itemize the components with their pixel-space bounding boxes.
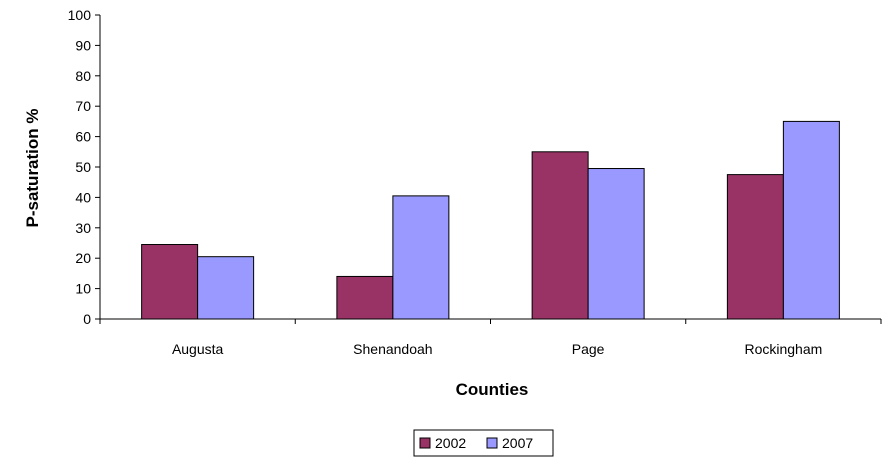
x-tick-label: Augusta	[172, 341, 224, 357]
y-tick-label: 70	[75, 98, 91, 114]
y-tick-label: 60	[75, 129, 91, 145]
bar-2007-rockingham	[782, 120, 840, 320]
y-tick-label: 40	[75, 189, 91, 205]
legend-label-2007: 2007	[502, 435, 533, 451]
bar-2007-augusta	[197, 256, 255, 320]
y-tick-label: 0	[83, 311, 91, 327]
bar-2007-shenandoah	[392, 195, 450, 320]
y-tick-label: 90	[75, 37, 91, 53]
bar-2002-page	[531, 151, 589, 320]
y-tick-label: 10	[75, 281, 91, 297]
legend-box	[413, 429, 554, 457]
legend-label-2002: 2002	[435, 435, 466, 451]
x-tick-label: Shenandoah	[353, 341, 432, 357]
y-tick-label: 30	[75, 220, 91, 236]
x-tick-label: Page	[572, 341, 605, 357]
legend-swatch-2007	[486, 437, 498, 449]
legend-swatch-2002	[419, 437, 431, 449]
x-tick-label: Rockingham	[744, 341, 822, 357]
bars	[141, 120, 840, 320]
bar-2002-augusta	[141, 244, 199, 320]
y-axis-ticks: 0 10 20 30 40 50 60 70 80 90 100	[68, 7, 100, 327]
y-tick-label: 50	[75, 159, 91, 175]
legend: 2002 2007	[413, 429, 554, 457]
y-tick-label: 20	[75, 250, 91, 266]
bar-2007-page	[587, 168, 645, 320]
x-axis-title: Counties	[456, 380, 529, 399]
bar-2002-rockingham	[726, 174, 784, 320]
y-axis-title: P-saturation %	[23, 108, 42, 227]
y-tick-label: 100	[68, 7, 92, 23]
y-tick-label: 80	[75, 68, 91, 84]
bar-2002-shenandoah	[336, 275, 394, 320]
x-axis-ticks: Augusta Shenandoah Page Rockingham	[99, 319, 882, 357]
